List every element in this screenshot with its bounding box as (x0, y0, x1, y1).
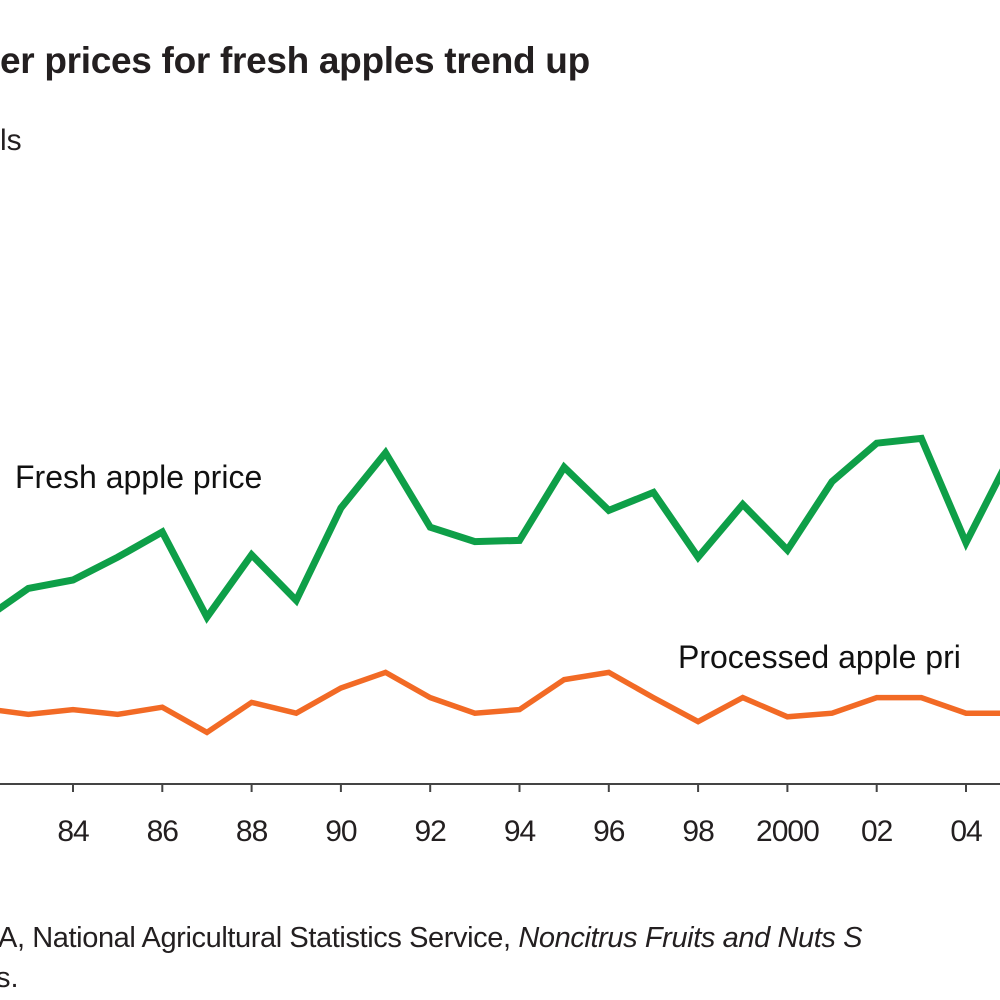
source-publication: Noncitrus Fruits and Nuts S (518, 922, 863, 954)
series-label-fresh: Fresh apple price (15, 459, 262, 495)
x-tick-label: 96 (593, 815, 625, 848)
x-tick-label: 94 (504, 815, 536, 848)
x-tick-label: 04 (950, 815, 982, 848)
y-axis-label: ls (0, 124, 22, 157)
chart-title: er prices for fresh apples trend up (0, 40, 590, 81)
x-tick-label: 02 (861, 815, 893, 848)
x-tick-label: 92 (415, 815, 447, 848)
x-tick-label: 86 (147, 815, 179, 848)
series-label-processed: Processed apple pri (678, 639, 961, 675)
source-note: A, National Agricultural Statistics Serv… (0, 922, 863, 955)
x-tick-label: 90 (325, 815, 357, 848)
series-line-fresh (0, 434, 1000, 624)
x-tick-label: 98 (682, 815, 714, 848)
x-tick-label: 88 (236, 815, 268, 848)
series-line-processed (0, 669, 1000, 736)
source-text: A, National Agricultural Statistics Serv… (0, 922, 519, 954)
x-tick-label: 2000 (756, 815, 819, 848)
x-tick-label: 84 (57, 815, 89, 848)
source-note-line2: s. (0, 962, 19, 994)
